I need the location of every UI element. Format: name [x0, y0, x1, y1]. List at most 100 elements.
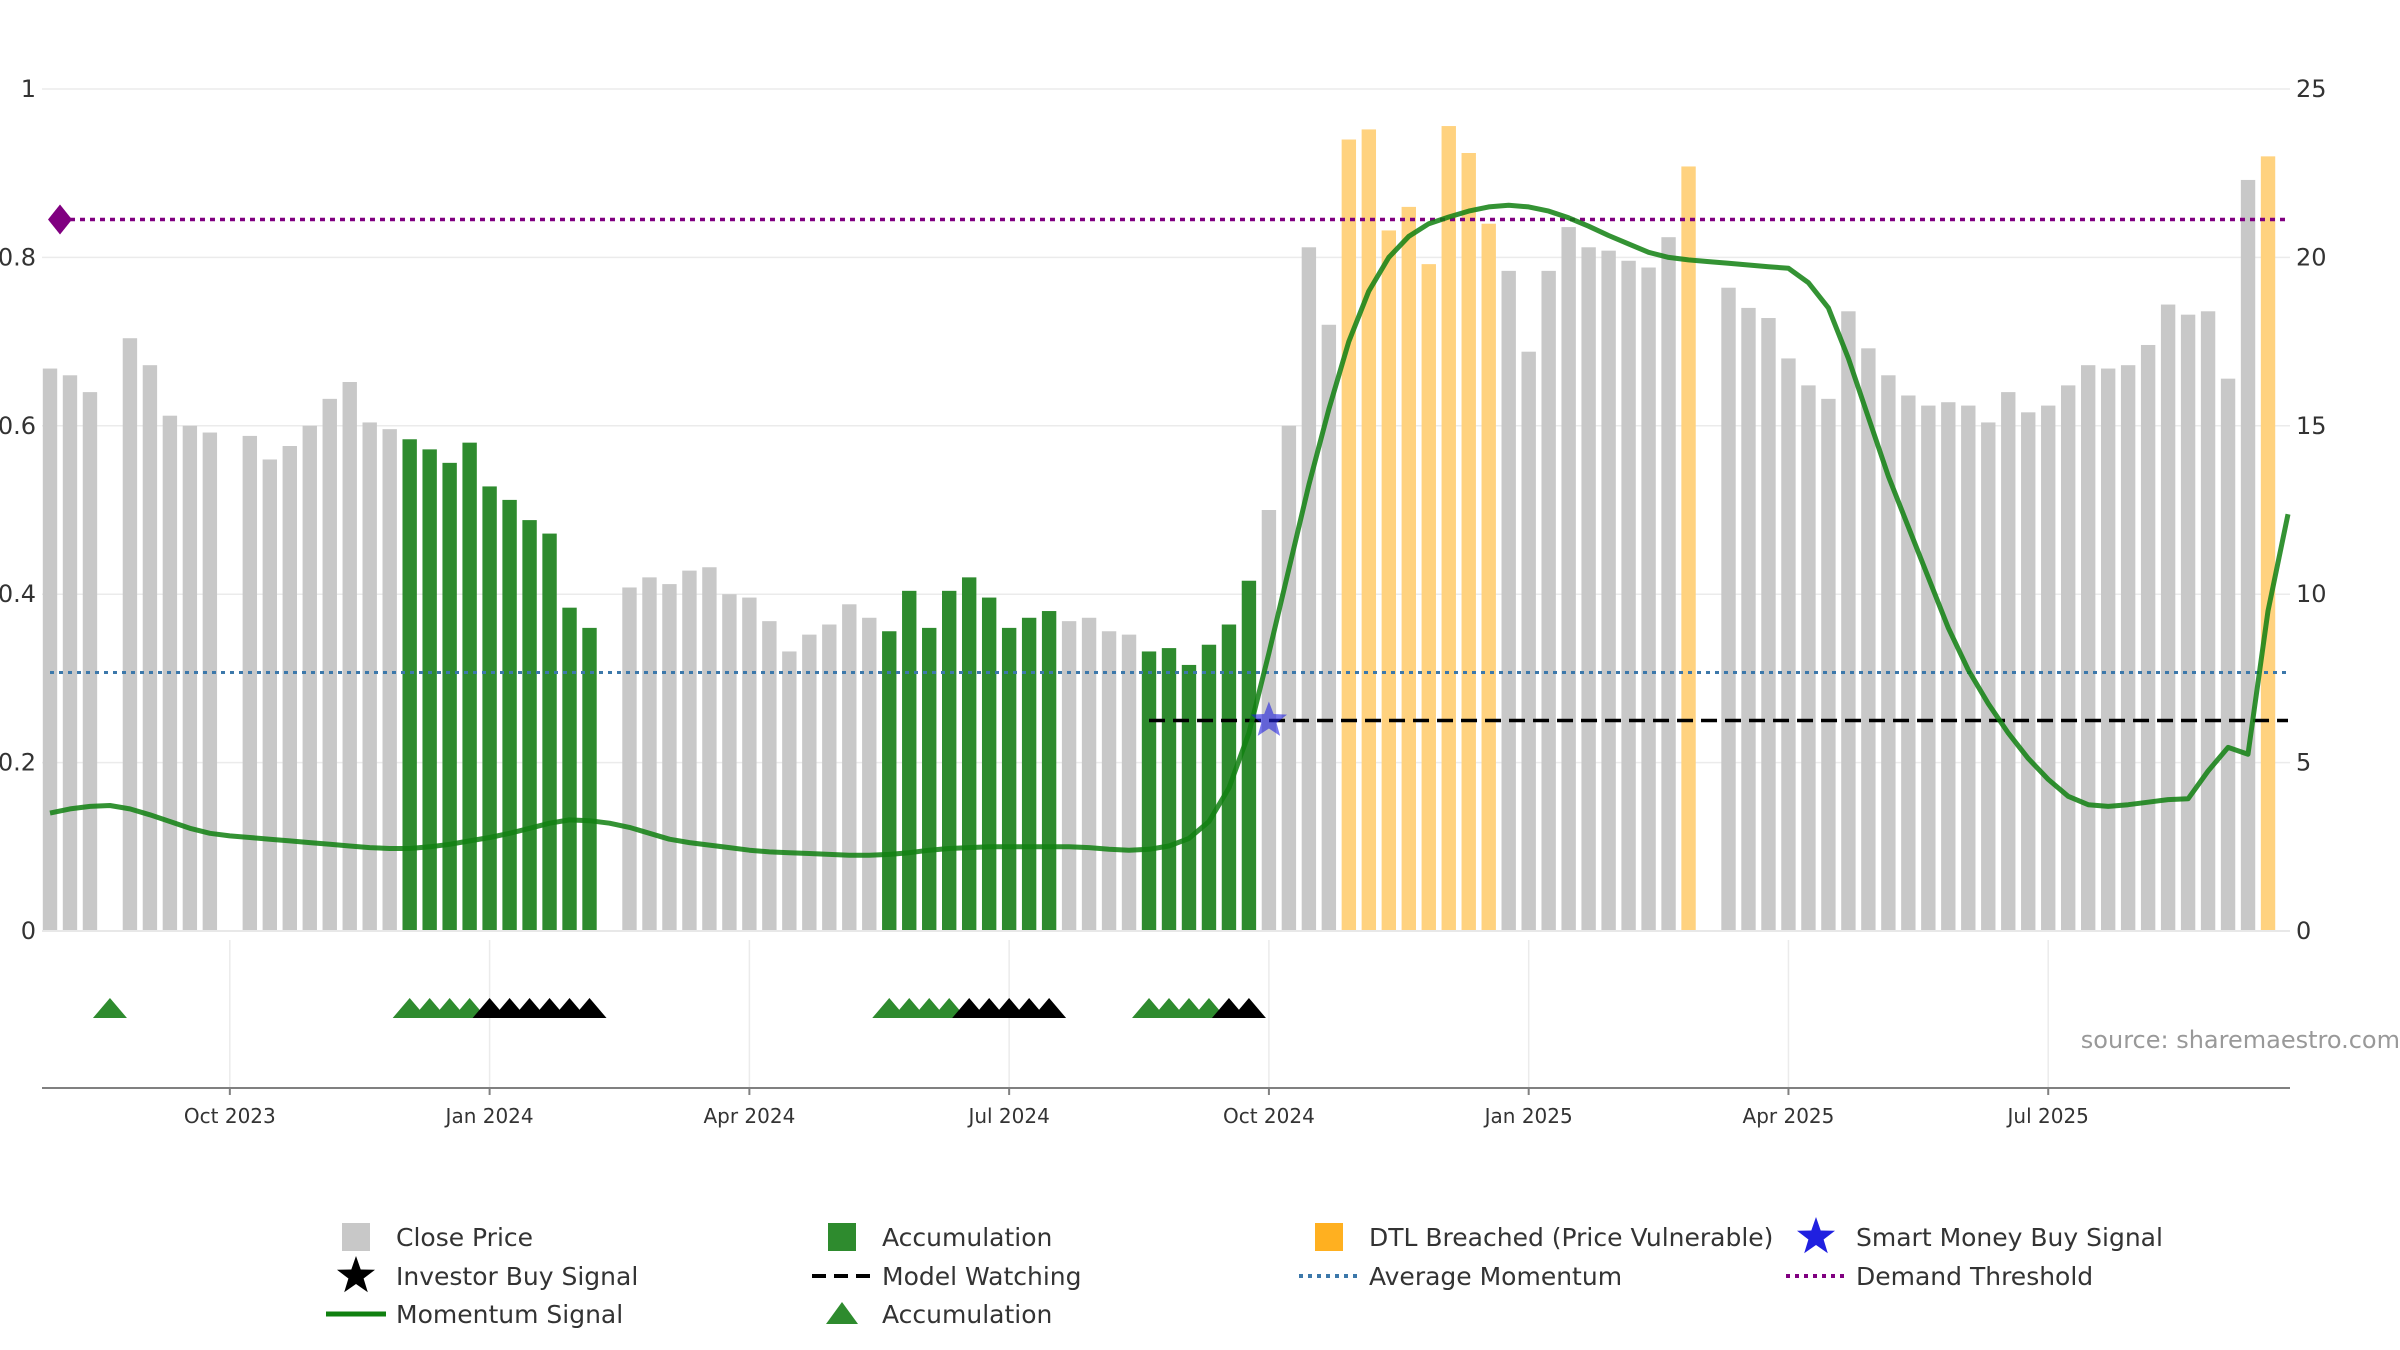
accumulation-bar	[1041, 611, 1057, 931]
y-right-tick-label: 5	[2296, 749, 2311, 777]
close-price-bar	[142, 365, 158, 931]
accumulation-bar	[402, 439, 417, 931]
close-price-bar	[2240, 179, 2256, 931]
x-tick-label: Jan 2025	[1483, 1104, 1573, 1128]
dtl-breached-bar	[1441, 126, 1456, 932]
accumulation-bar	[482, 486, 497, 931]
legend-dtl-breached-label: DTL Breached (Price Vulnerable)	[1369, 1223, 1773, 1252]
legend-close-price: Close Price	[342, 1223, 533, 1252]
dtl-breached-bar	[1381, 230, 1397, 931]
legend-demand-threshold-label: Demand Threshold	[1856, 1262, 2093, 1291]
accumulation-bar	[1241, 580, 1257, 931]
close-price-bar	[42, 368, 58, 931]
demand-threshold-marker	[48, 204, 72, 235]
close-price-bar	[82, 392, 98, 931]
close-price-bar	[1721, 287, 1736, 931]
y-right-tick-label: 0	[2296, 917, 2311, 945]
y-right-tick-label: 10	[2296, 580, 2327, 608]
accumulation-bar	[582, 627, 597, 931]
y-left-tick-label: 0.4	[0, 580, 36, 608]
legend-accumulation-marker: Accumulation	[826, 1300, 1052, 1329]
accumulation-bar	[442, 462, 457, 931]
price-bars	[42, 126, 2276, 932]
close-price-bar	[1741, 307, 1756, 931]
accumulation-bar	[882, 631, 897, 931]
close-price-bar	[2100, 368, 2116, 931]
y-left-tick-label: 0	[21, 917, 36, 945]
close-price-bar	[1081, 617, 1097, 931]
legend-close-price-label: Close Price	[396, 1223, 533, 1252]
accumulation-bar	[1161, 648, 1177, 931]
x-tick-label: Apr 2025	[1743, 1104, 1835, 1128]
close-price-bar	[1901, 395, 1916, 931]
y-right-tick-label: 25	[2296, 75, 2327, 103]
legend-investor-buy-swatch	[337, 1256, 375, 1293]
dtl-breached-bar	[1481, 223, 1496, 932]
source-label: source: sharemaestro.com	[2081, 1026, 2400, 1054]
close-price-bar	[862, 617, 877, 931]
accumulation-bar	[502, 499, 517, 931]
close-price-bar	[362, 422, 377, 931]
accumulation-bar	[562, 607, 577, 931]
close-price-bar	[1761, 318, 1776, 931]
y-left-tick-label: 1	[21, 75, 36, 103]
legend-investor-buy: Investor Buy Signal	[337, 1256, 638, 1293]
investor-buy-marker	[1032, 998, 1067, 1018]
close-price-bar	[1301, 247, 1317, 931]
signal-markers	[48, 204, 1287, 1018]
accumulation-bar	[961, 577, 977, 931]
legend-smart-money: Smart Money Buy Signal	[1797, 1217, 2163, 1254]
legend-dtl-breached-swatch	[1315, 1223, 1343, 1251]
close-price-bar	[1781, 358, 1796, 931]
close-price-bar	[782, 651, 797, 931]
close-price-bar	[2140, 344, 2156, 931]
close-price-bar	[1121, 634, 1137, 931]
close-price-bar	[1841, 311, 1856, 932]
y-right-tick-label: 20	[2296, 243, 2327, 271]
close-price-bar	[1321, 324, 1337, 931]
close-price-bar	[1101, 631, 1117, 931]
close-price-bar	[1521, 351, 1536, 932]
close-price-bar	[1861, 348, 1876, 931]
close-price-bar	[302, 425, 317, 931]
close-price-bar	[2200, 311, 2216, 932]
legend-accumulation-marker-swatch	[826, 1302, 858, 1324]
close-price-bar	[1981, 422, 1996, 931]
legend-accumulation-bar: Accumulation	[828, 1223, 1052, 1252]
accumulation-marker	[92, 998, 127, 1018]
legend-smart-money-label: Smart Money Buy Signal	[1856, 1223, 2163, 1252]
investor-buy-marker	[1231, 998, 1266, 1018]
y-left-tick-label: 0.8	[0, 243, 36, 271]
accumulation-bar	[981, 597, 997, 931]
legend-model-watching-label: Model Watching	[882, 1262, 1082, 1291]
x-tick-label: Jul 2024	[966, 1104, 1049, 1128]
close-price-bar	[722, 594, 737, 931]
smart-money-buy-star	[1250, 701, 1287, 736]
accumulation-bar	[522, 520, 537, 931]
accumulation-bar	[462, 442, 477, 931]
accumulation-bar	[422, 449, 437, 931]
close-price-bar	[2021, 412, 2036, 931]
close-price-bar	[2160, 304, 2176, 931]
close-price-bar	[642, 577, 657, 931]
dtl-breached-bar	[1401, 206, 1416, 931]
dtl-breached-bar	[1681, 166, 1696, 932]
legend-model-watching: Model Watching	[812, 1262, 1082, 1291]
close-price-bar	[1281, 425, 1297, 931]
close-price-bar	[382, 429, 397, 931]
legend-momentum-signal-label: Momentum Signal	[396, 1300, 623, 1329]
close-price-bar	[342, 382, 357, 931]
accumulation-bar	[542, 533, 557, 931]
y-left-tick-label: 0.6	[0, 412, 36, 440]
dtl-breached-bar	[1361, 129, 1377, 931]
close-price-bar	[2041, 405, 2056, 931]
x-tick-label: Jan 2024	[444, 1104, 534, 1128]
close-price-bar	[322, 398, 337, 932]
legend-investor-buy-label: Investor Buy Signal	[396, 1262, 638, 1291]
accumulation-bar	[1181, 664, 1197, 931]
dtl-breached-bar	[1421, 264, 1436, 931]
legend: Close Price Accumulation DTL Breached (Pri…	[326, 1217, 2163, 1329]
close-price-bar	[282, 446, 297, 931]
close-price-bar	[622, 587, 637, 931]
